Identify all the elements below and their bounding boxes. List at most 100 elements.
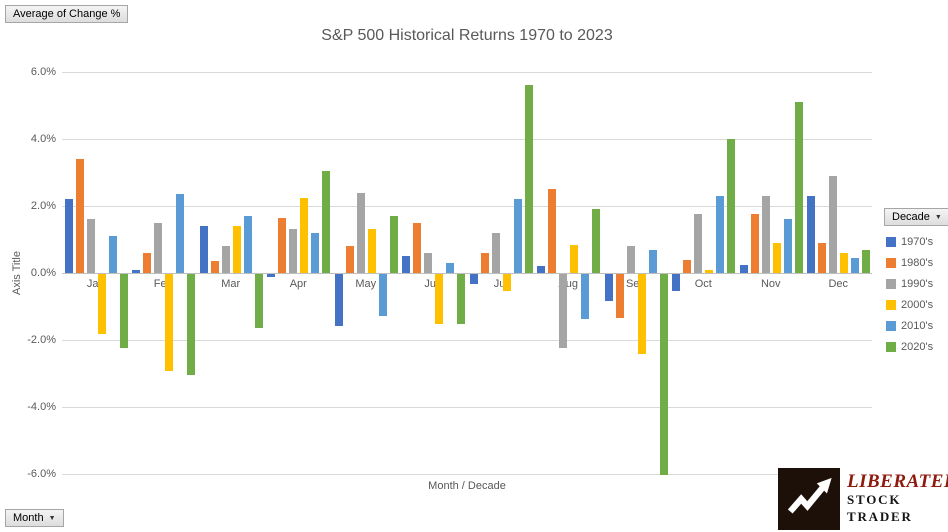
- bar-2000s-oct: [705, 269, 714, 273]
- bar-2000s-feb: [165, 274, 174, 372]
- bar-2010s-oct: [716, 195, 725, 273]
- dropdown-arrow-icon: ▼: [934, 213, 942, 221]
- bar-2020s-mar: [254, 274, 263, 328]
- legend-swatch-icon: [886, 278, 896, 289]
- gridline: [62, 407, 872, 408]
- bar-1980s-sep: [615, 274, 624, 318]
- gridline: [62, 72, 872, 73]
- bar-2020s-jan: [119, 274, 128, 348]
- axis-field-button[interactable]: Month ▼: [5, 509, 64, 527]
- legend-field-button[interactable]: Decade ▼: [884, 208, 948, 226]
- bar-1980s-oct: [683, 259, 692, 273]
- legend-swatch-icon: [886, 236, 896, 247]
- bar-2020s-jun: [457, 274, 466, 325]
- legend-item-2010s: 2010's: [886, 315, 933, 336]
- bar-2020s-feb: [187, 274, 196, 375]
- bar-1970s-jun: [402, 256, 411, 273]
- bar-1980s-jun: [413, 222, 422, 273]
- legend-label: 1990's: [901, 277, 934, 290]
- bar-2010s-may: [378, 274, 387, 316]
- bar-1980s-may: [345, 246, 354, 273]
- bar-1970s-jan: [64, 199, 73, 273]
- logo-text: LIBERATED STOCK TRADER: [840, 468, 948, 530]
- bar-1990s-nov: [761, 195, 770, 273]
- value-field-label: Average of Change %: [13, 8, 121, 20]
- bar-2000s-jun: [435, 274, 444, 325]
- bar-2020s-aug: [592, 209, 601, 273]
- legend-item-2000s: 2000's: [886, 294, 933, 315]
- bar-2020s-sep: [659, 274, 668, 475]
- bar-2010s-mar: [243, 216, 252, 273]
- bar-2000s-jul: [502, 274, 511, 291]
- bar-2020s-apr: [322, 170, 331, 273]
- bar-1980s-mar: [210, 261, 219, 273]
- bar-1970s-may: [334, 274, 343, 326]
- bar-1990s-aug: [559, 274, 568, 348]
- legend-label: 1970's: [901, 235, 934, 248]
- bar-1990s-jun: [424, 252, 433, 273]
- x-tick-label: Nov: [760, 278, 781, 290]
- bar-1990s-dec: [829, 175, 838, 273]
- y-tick-label: 2.0%: [30, 200, 56, 212]
- x-tick-label: Oct: [694, 278, 712, 290]
- bar-1970s-oct: [672, 274, 681, 291]
- y-tick-label: -2.0%: [27, 334, 56, 346]
- bar-2020s-jul: [524, 85, 533, 273]
- bar-1980s-dec: [818, 242, 827, 273]
- legend: 1970's 1980's 1990's 2000's 2010's 2020's: [886, 231, 933, 357]
- legend-swatch-icon: [886, 257, 896, 268]
- bar-1990s-apr: [289, 229, 298, 273]
- gridline: [62, 139, 872, 140]
- legend-swatch-icon: [886, 299, 896, 310]
- bar-1980s-nov: [750, 214, 759, 273]
- bar-2000s-jan: [97, 274, 106, 335]
- bar-2010s-jul: [513, 199, 522, 273]
- bar-1980s-apr: [278, 217, 287, 273]
- gridline: [62, 206, 872, 207]
- x-tick-label: Dec: [828, 278, 849, 290]
- bar-2000s-mar: [232, 226, 241, 273]
- bar-2010s-apr: [311, 232, 320, 273]
- bar-1990s-jul: [491, 232, 500, 273]
- axis-field-label: Month: [13, 512, 44, 524]
- x-tick-label: Mar: [221, 278, 241, 290]
- legend-item-1980s: 1980's: [886, 252, 933, 273]
- gridline: [62, 474, 872, 475]
- bar-2020s-dec: [862, 249, 871, 273]
- bar-1990s-jan: [86, 219, 95, 273]
- bar-1990s-mar: [221, 246, 230, 273]
- y-tick-label: 6.0%: [30, 66, 56, 78]
- x-tick-label: May: [355, 278, 377, 290]
- bar-1980s-jan: [75, 159, 84, 273]
- bar-1990s-sep: [626, 246, 635, 273]
- bar-1980s-feb: [143, 252, 152, 273]
- bar-2010s-dec: [851, 257, 860, 273]
- bar-2000s-sep: [637, 274, 646, 355]
- x-axis-title: Month / Decade: [428, 480, 506, 492]
- x-tick-label: Apr: [289, 278, 307, 290]
- bar-1980s-jul: [480, 252, 489, 273]
- bar-1970s-feb: [132, 269, 141, 273]
- logo-brand-subtitle: STOCK TRADER: [847, 492, 913, 524]
- y-tick-label: -6.0%: [27, 468, 56, 480]
- bar-1980s-aug: [548, 189, 557, 273]
- plot-area: 6.0% 4.0% 2.0% 0.0% -2.0% -4.0% -6.0% Jan Feb Mar…: [27, 66, 872, 480]
- bar-2010s-nov: [783, 219, 792, 273]
- bar-1990s-may: [356, 192, 365, 273]
- legend-swatch-icon: [886, 341, 896, 352]
- bar-2020s-oct: [727, 139, 736, 273]
- liberated-stock-trader-logo: LIBERATED STOCK TRADER: [778, 468, 948, 530]
- bar-2000s-apr: [300, 197, 309, 273]
- gridline: [62, 340, 872, 341]
- legend-field-label: Decade: [892, 211, 930, 223]
- legend-label: 1980's: [901, 256, 934, 269]
- bar-2000s-aug: [570, 244, 579, 273]
- legend-item-1990s: 1990's: [886, 273, 933, 294]
- x-axis-line: [62, 273, 872, 274]
- chart-title: S&P 500 Historical Returns 1970 to 2023: [321, 27, 613, 44]
- y-tick-label: 4.0%: [30, 133, 56, 145]
- value-field-button[interactable]: Average of Change %: [5, 5, 129, 23]
- bar-2010s-sep: [648, 249, 657, 273]
- bar-2010s-aug: [581, 274, 590, 320]
- legend-item-2020s: 2020's: [886, 336, 933, 357]
